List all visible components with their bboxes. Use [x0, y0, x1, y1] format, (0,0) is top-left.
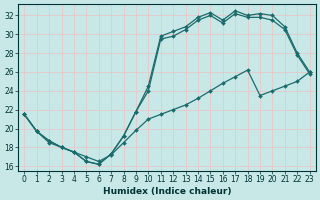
X-axis label: Humidex (Indice chaleur): Humidex (Indice chaleur)	[103, 187, 231, 196]
